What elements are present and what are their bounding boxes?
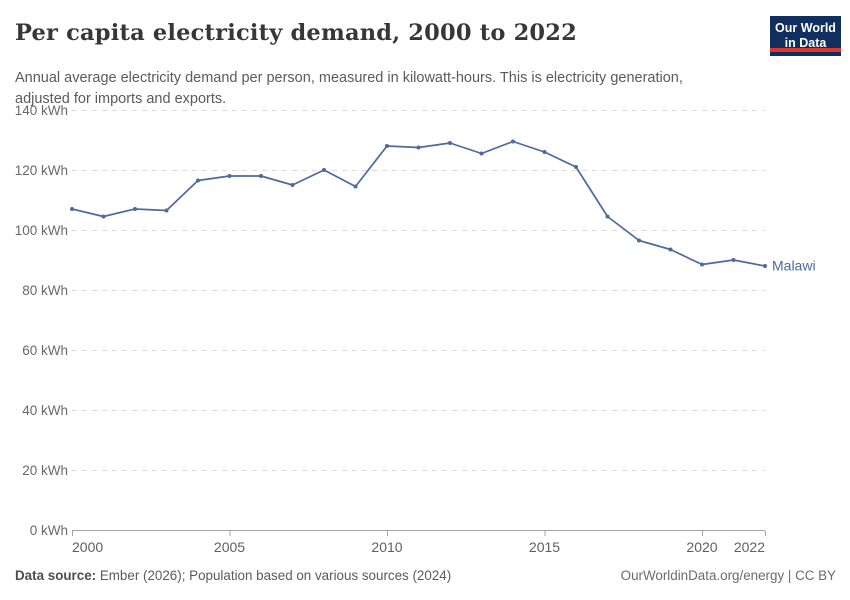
data-point <box>542 150 547 154</box>
x-tick-label: 2020 <box>686 539 717 555</box>
data-point <box>227 174 232 178</box>
y-tick-label: 120 kWh <box>15 163 68 178</box>
x-tick-label: 2022 <box>734 539 765 555</box>
data-point <box>763 264 767 268</box>
owid-logo-line2: in Data <box>784 36 827 51</box>
data-point <box>416 145 421 150</box>
data-point <box>290 183 295 187</box>
y-tick-label: 80 kWh <box>22 283 68 298</box>
x-tick-label: 2010 <box>371 539 402 555</box>
data-point <box>448 141 452 145</box>
data-source-text: Ember (2026); Population based on variou… <box>96 568 452 583</box>
data-point <box>101 214 106 219</box>
data-point <box>385 144 389 148</box>
chart-subtitle: Annual average electricity demand per pe… <box>15 69 683 107</box>
data-source-note: Data source: Ember (2026); Population ba… <box>15 568 451 583</box>
data-point <box>196 178 200 183</box>
data-point <box>731 258 736 262</box>
owid-logo-line1: Our World <box>775 21 836 35</box>
y-tick-label: 40 kWh <box>22 403 68 418</box>
y-tick-label: 60 kWh <box>22 343 68 358</box>
data-point <box>353 184 358 189</box>
data-point <box>668 247 673 252</box>
data-point <box>574 165 578 169</box>
license-link[interactable]: OurWorldinData.org/energy | CC BY <box>620 568 836 583</box>
y-tick-label: 100 kWh <box>15 223 68 238</box>
data-point <box>70 207 74 211</box>
data-point <box>259 174 263 178</box>
owid-logo-red-bar <box>770 48 841 52</box>
data-point <box>164 208 169 213</box>
y-tick-label: 0 kWh <box>30 523 68 538</box>
y-tick-label: 140 kWh <box>15 103 68 118</box>
data-point <box>133 207 137 211</box>
chart-title: Per capita electricity demand, 2000 to 2… <box>15 20 578 46</box>
data-point <box>479 151 484 156</box>
data-point <box>637 238 641 243</box>
x-tick-label: 2015 <box>529 539 560 555</box>
data-source-label: Data source: <box>15 568 97 583</box>
chart-line-malawi <box>71 140 766 267</box>
data-point <box>322 168 326 172</box>
data-point <box>605 214 610 219</box>
series-label-malawi: Malawi <box>772 258 816 274</box>
data-point <box>700 262 704 267</box>
x-tick-label: 2000 <box>72 539 103 555</box>
data-point <box>511 139 515 144</box>
x-tick-label: 2005 <box>214 539 245 555</box>
y-tick-label: 20 kWh <box>22 463 68 478</box>
